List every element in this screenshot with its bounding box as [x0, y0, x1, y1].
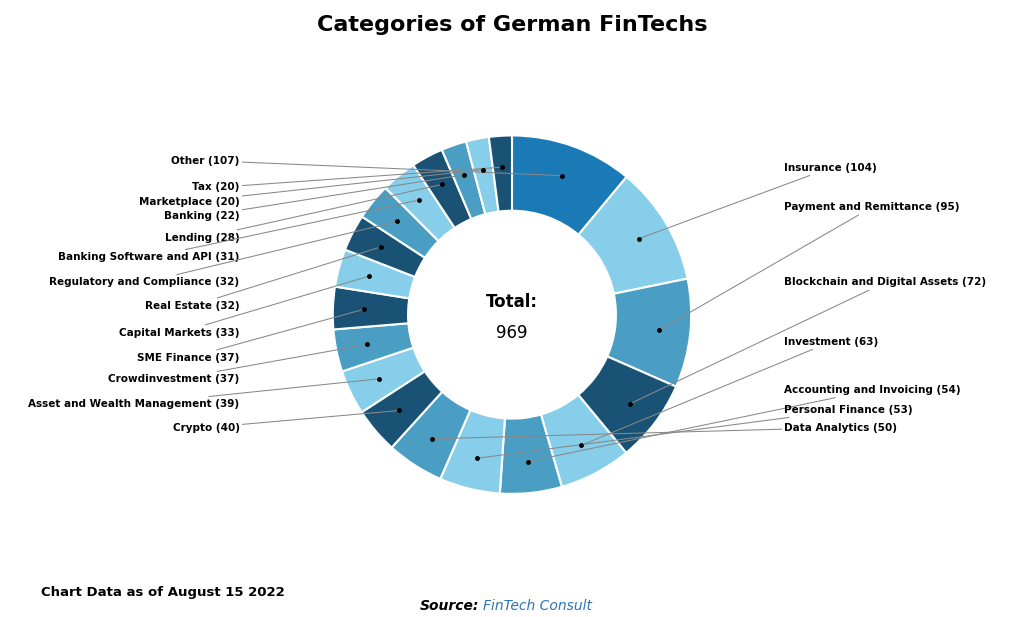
Text: Payment and Remittance (95): Payment and Remittance (95) [662, 202, 959, 329]
Wedge shape [607, 279, 691, 387]
Text: Tax (20): Tax (20) [193, 167, 500, 193]
Text: Banking (22): Banking (22) [164, 175, 461, 221]
Wedge shape [579, 177, 687, 294]
Text: Data Analytics (50): Data Analytics (50) [434, 423, 897, 439]
Wedge shape [512, 136, 627, 234]
Text: Regulatory and Compliance (32): Regulatory and Compliance (32) [49, 222, 394, 288]
Wedge shape [541, 395, 626, 487]
Wedge shape [579, 357, 676, 453]
Wedge shape [342, 347, 425, 412]
Wedge shape [335, 250, 415, 299]
Wedge shape [333, 287, 410, 329]
Text: Marketplace (20): Marketplace (20) [139, 170, 480, 207]
Wedge shape [500, 415, 562, 494]
Text: Source:: Source: [420, 599, 479, 613]
Text: SME Finance (37): SME Finance (37) [137, 310, 361, 363]
Text: Other (107): Other (107) [171, 155, 559, 175]
Wedge shape [361, 371, 442, 447]
Text: Categories of German FinTechs: Categories of German FinTechs [316, 15, 708, 35]
Text: Accounting and Invoicing (54): Accounting and Invoicing (54) [530, 385, 961, 461]
Wedge shape [414, 150, 471, 228]
Wedge shape [442, 141, 485, 219]
Text: Insurance (104): Insurance (104) [641, 163, 878, 238]
Wedge shape [466, 137, 499, 214]
Text: Capital Markets (33): Capital Markets (33) [119, 277, 367, 337]
Wedge shape [488, 136, 512, 212]
Wedge shape [392, 392, 470, 479]
Wedge shape [345, 217, 425, 277]
Text: Total:: Total: [486, 293, 538, 311]
Wedge shape [361, 188, 438, 258]
Text: Lending (28): Lending (28) [165, 185, 439, 242]
Text: Asset and Wealth Management (39): Asset and Wealth Management (39) [29, 379, 376, 409]
Wedge shape [334, 323, 414, 371]
Text: Investment (63): Investment (63) [584, 336, 879, 444]
Text: Crowdinvestment (37): Crowdinvestment (37) [109, 345, 365, 384]
Text: Banking Software and API (31): Banking Software and API (31) [58, 201, 416, 262]
Text: Crypto (40): Crypto (40) [173, 411, 396, 433]
Text: Chart Data as of August 15 2022: Chart Data as of August 15 2022 [41, 586, 285, 599]
Text: Personal Finance (53): Personal Finance (53) [479, 405, 913, 458]
Wedge shape [385, 165, 455, 241]
Text: Blockchain and Digital Assets (72): Blockchain and Digital Assets (72) [633, 278, 986, 402]
Wedge shape [440, 410, 505, 494]
Text: Real Estate (32): Real Estate (32) [145, 248, 378, 311]
Text: 969: 969 [497, 323, 527, 342]
Text: FinTech Consult: FinTech Consult [483, 599, 592, 613]
